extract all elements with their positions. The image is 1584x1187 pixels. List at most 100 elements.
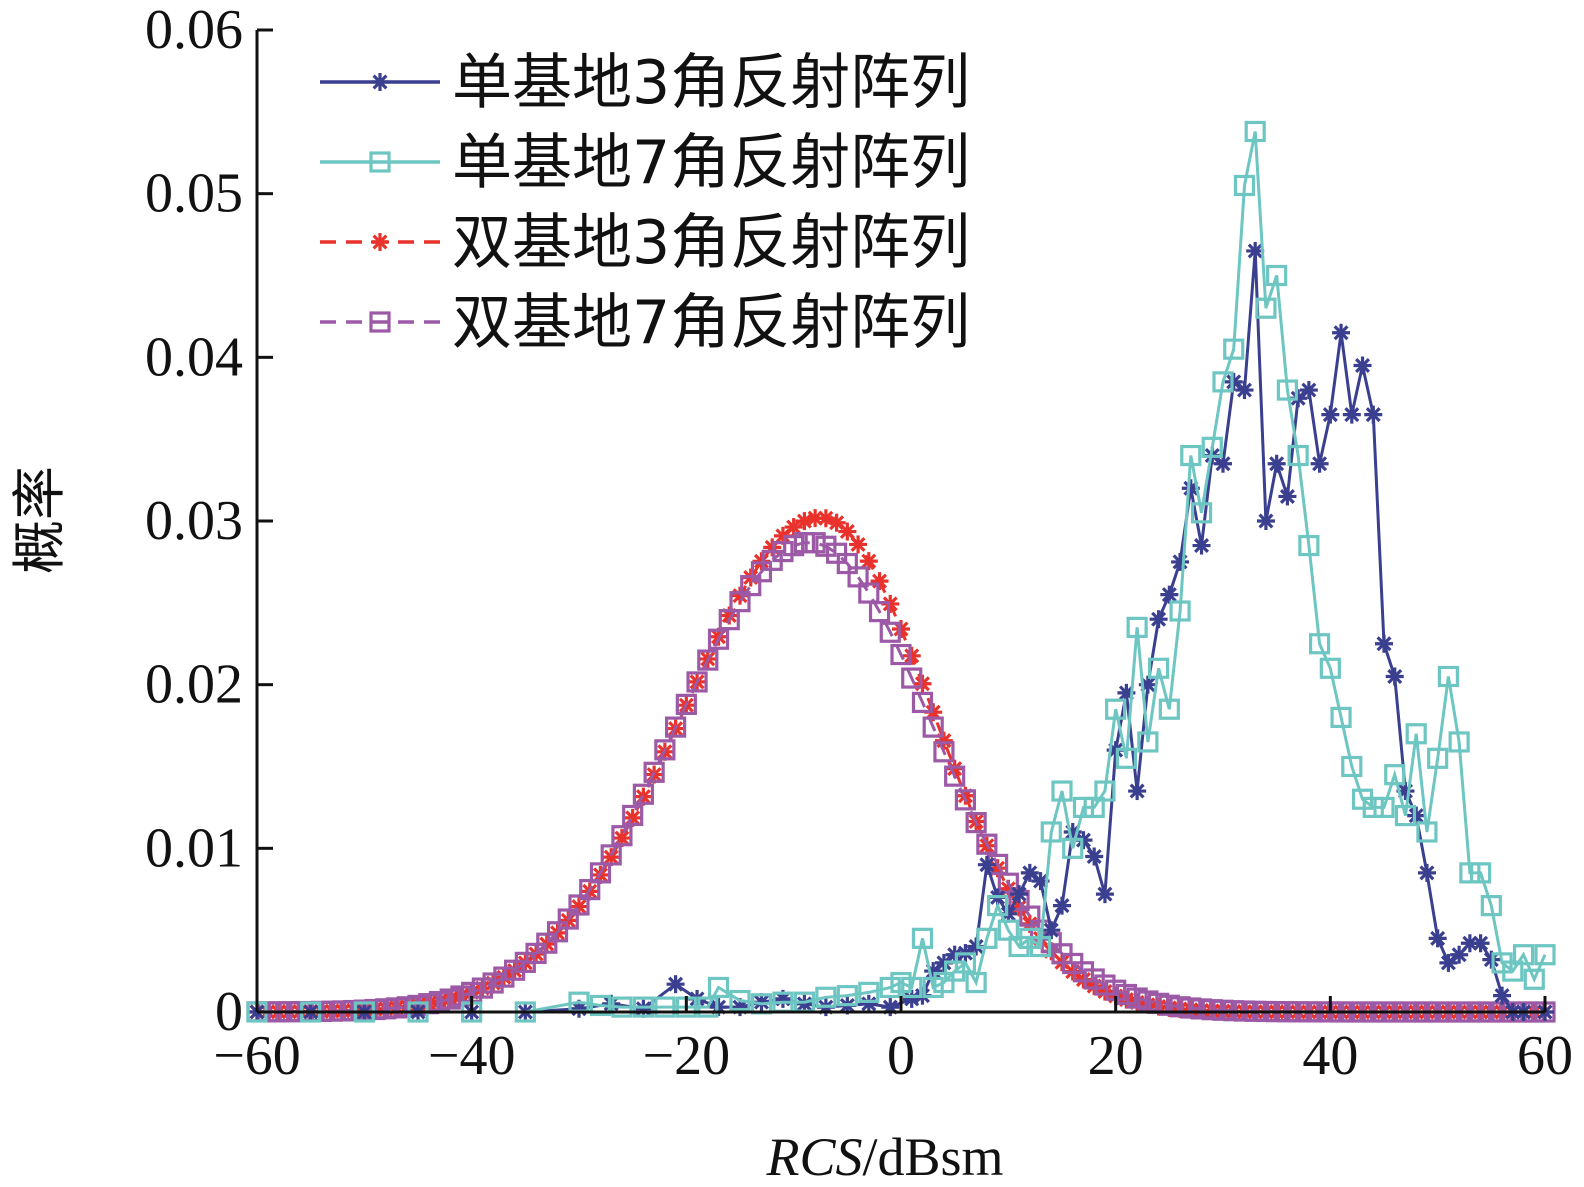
data-point — [913, 986, 932, 1005]
data-point — [976, 927, 998, 949]
y-tick-label: 0.02 — [145, 654, 243, 716]
data-point — [1158, 698, 1180, 720]
data-point — [1341, 755, 1363, 778]
data-point — [1493, 986, 1512, 1005]
series-4 — [246, 532, 1556, 1023]
x-tick-label: 20 — [1088, 1025, 1144, 1087]
data-point — [901, 667, 923, 689]
data-point — [371, 73, 389, 91]
data-point — [1212, 999, 1234, 1021]
data-point — [997, 872, 1019, 894]
data-point — [1512, 944, 1535, 966]
data-point — [986, 895, 1009, 917]
data-point — [890, 971, 912, 994]
legend-label: 双基地7角反射阵列 — [452, 288, 970, 358]
data-point — [664, 716, 687, 738]
series-2 — [246, 120, 1556, 1023]
data-point — [396, 996, 418, 1018]
data-point — [859, 552, 878, 571]
series-line — [257, 541, 1545, 1014]
data-point — [750, 561, 773, 583]
data-point — [729, 591, 751, 613]
data-point — [836, 552, 858, 575]
series-line — [257, 131, 1547, 1014]
data-point — [1375, 634, 1393, 653]
data-point — [1330, 706, 1352, 729]
data-point — [729, 989, 751, 1012]
legend-item: 单基地3角反射阵列 — [320, 48, 970, 118]
data-point — [1407, 806, 1426, 825]
data-point — [1042, 921, 1061, 940]
data-point — [557, 908, 579, 930]
data-point — [536, 932, 558, 954]
data-point — [965, 812, 987, 834]
data-point — [954, 789, 977, 811]
data-point — [1223, 338, 1245, 360]
data-point — [1417, 863, 1436, 882]
data-point — [1310, 454, 1329, 473]
data-point — [1469, 862, 1492, 884]
data-point — [911, 927, 934, 949]
x-axis-label: RCS/dBsm — [765, 1127, 1003, 1187]
data-point — [1266, 264, 1288, 287]
data-point — [1287, 444, 1309, 467]
data-point — [1126, 616, 1148, 638]
data-point — [976, 833, 998, 855]
data-point — [1126, 987, 1148, 1009]
x-axis-label-italic: RCS — [765, 1127, 862, 1187]
legend-item: 单基地7角反射阵列 — [320, 128, 970, 198]
data-point — [795, 994, 814, 1013]
data-point — [997, 919, 1019, 941]
data-point — [1095, 885, 1114, 904]
data-point — [450, 985, 472, 1007]
x-tick-label: 60 — [1517, 1025, 1573, 1087]
data-point — [654, 996, 676, 1018]
data-point — [1160, 585, 1179, 604]
data-point — [879, 976, 901, 999]
data-point — [369, 311, 391, 333]
series-3 — [248, 509, 1554, 1021]
data-point — [1471, 934, 1490, 953]
data-point — [1224, 372, 1243, 391]
data-point — [375, 998, 397, 1020]
y-axis-label: 概率 — [10, 466, 70, 574]
data-point — [1233, 174, 1256, 197]
data-point — [954, 952, 977, 974]
data-point — [1244, 120, 1266, 143]
data-point — [1319, 657, 1341, 679]
data-point — [1256, 512, 1275, 530]
data-point — [868, 601, 891, 623]
data-point — [385, 997, 408, 1019]
data-point — [902, 646, 921, 665]
x-axis-label-unit: /dBsm — [862, 1127, 1003, 1187]
data-point — [1428, 929, 1447, 948]
data-point — [934, 731, 953, 750]
data-point — [675, 693, 697, 715]
data-point — [1029, 935, 1052, 958]
data-point — [589, 994, 612, 1017]
data-point — [632, 783, 655, 805]
data-point — [1437, 665, 1460, 688]
x-ticks: −60 −40 −20 0 20 40 60 — [213, 996, 1573, 1087]
data-point — [1502, 960, 1524, 982]
data-point — [643, 761, 665, 783]
data-point — [1158, 994, 1180, 1016]
data-point — [965, 971, 987, 994]
data-point — [568, 894, 590, 916]
data-point — [654, 739, 676, 761]
y-tick-label: 0.04 — [145, 326, 243, 388]
data-point — [579, 878, 601, 901]
data-point — [1394, 804, 1417, 827]
data-point — [1342, 405, 1361, 424]
data-point — [493, 966, 515, 988]
data-point — [1137, 731, 1159, 753]
data-point — [922, 976, 944, 999]
data-point — [1094, 780, 1116, 802]
data-point — [1267, 454, 1286, 473]
data-point — [1072, 796, 1095, 819]
data-point — [1439, 953, 1458, 972]
data-point — [1385, 667, 1404, 686]
data-point — [1373, 796, 1395, 819]
data-point — [589, 862, 612, 884]
